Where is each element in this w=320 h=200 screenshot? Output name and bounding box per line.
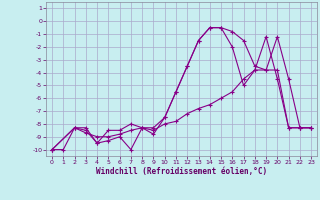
X-axis label: Windchill (Refroidissement éolien,°C): Windchill (Refroidissement éolien,°C) [96, 167, 267, 176]
